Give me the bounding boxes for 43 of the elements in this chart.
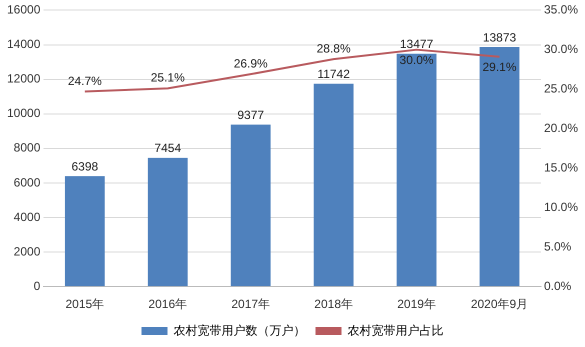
bar: [314, 84, 354, 286]
data-label: 11742: [317, 67, 350, 82]
legend-label: 农村宽带用户占比: [348, 323, 444, 338]
x-tick-label: 2015年: [65, 297, 104, 312]
y-tick-label: 8000: [14, 140, 41, 155]
y-tick-label: 16000: [6, 2, 41, 17]
x-tick-label: 2020年9月: [470, 297, 528, 312]
y-tick-label: 14000: [6, 37, 41, 52]
y2-tick-label: 10.0%: [544, 200, 578, 214]
data-label: 26.9%: [234, 56, 268, 70]
x-tick-label: 2019年: [397, 297, 436, 312]
y-tick-label: 12000: [6, 72, 41, 86]
y-tick-label: 10000: [6, 106, 41, 120]
y-tick-label: 4000: [14, 210, 41, 224]
y2-tick-label: 35.0%: [544, 2, 578, 17]
bar: [148, 158, 188, 286]
legend-label: 农村宽带用户数（万户）: [174, 323, 306, 338]
bar: [396, 54, 436, 286]
bar: [230, 124, 271, 286]
data-label: 28.8%: [316, 41, 351, 56]
data-label: 30.0%: [400, 53, 434, 67]
bar: [480, 46, 520, 286]
x-tick-label: 2017年: [231, 297, 270, 312]
data-label: 9377: [237, 108, 264, 122]
y-tick-label: 6000: [14, 175, 41, 190]
y-tick-label: 0: [34, 278, 41, 293]
y2-tick-label: 25.0%: [544, 81, 578, 96]
data-label: 25.1%: [150, 70, 186, 85]
data-label: 13873: [482, 30, 517, 44]
data-label: 7454: [154, 141, 182, 156]
data-label: 24.7%: [68, 74, 102, 88]
x-tick-label: 2018年: [314, 297, 353, 312]
y2-tick-label: 5.0%: [544, 239, 572, 254]
x-tick-label: 2016年: [148, 297, 188, 312]
y-tick-label: 2000: [14, 244, 41, 258]
y2-tick-label: 20.0%: [544, 120, 578, 135]
y2-tick-label: 30.0%: [544, 42, 578, 56]
y2-tick-label: 15.0%: [544, 160, 578, 174]
y2-tick-label: 0.0%: [544, 278, 572, 293]
data-label: 13477: [400, 37, 434, 52]
data-label: 29.1%: [482, 60, 517, 74]
bar: [64, 176, 105, 286]
data-label: 6398: [71, 159, 99, 174]
